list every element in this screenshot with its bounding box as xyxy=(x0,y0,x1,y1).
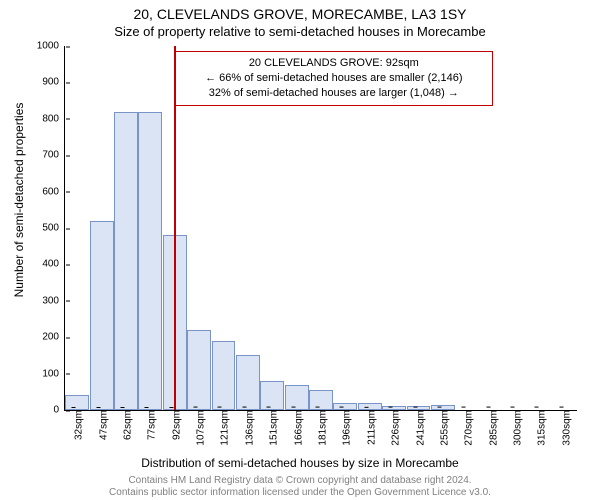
y-tick: 100 xyxy=(42,368,65,379)
histogram-bar xyxy=(65,395,89,410)
x-tick: 107sqm xyxy=(192,410,207,446)
x-tick: 315sqm xyxy=(533,410,548,446)
histogram-bar xyxy=(260,381,284,410)
histogram-bar xyxy=(358,403,382,410)
histogram-bar xyxy=(90,221,114,410)
x-tick: 285sqm xyxy=(484,410,499,446)
y-tick: 300 xyxy=(42,295,65,306)
x-tick: 32sqm xyxy=(70,410,85,440)
credit-line-1: Contains HM Land Registry data © Crown c… xyxy=(0,475,600,486)
histogram-bar xyxy=(212,341,236,410)
x-tick: 255sqm xyxy=(435,410,450,446)
histogram-bar xyxy=(138,112,162,410)
x-tick: 226sqm xyxy=(387,410,402,446)
y-tick: 500 xyxy=(42,223,65,234)
x-tick: 270sqm xyxy=(460,410,475,446)
annotation-line: ← 66% of semi-detached houses are smalle… xyxy=(182,71,485,86)
histogram-bar xyxy=(333,403,357,410)
y-tick: 0 xyxy=(53,405,65,416)
x-tick: 121sqm xyxy=(216,410,231,446)
y-tick: 800 xyxy=(42,113,65,124)
credit-line-2: Contains public sector information licen… xyxy=(0,487,600,498)
x-tick: 136sqm xyxy=(240,410,255,446)
x-axis-label: Distribution of semi-detached houses by … xyxy=(0,456,600,470)
plot-area: 0100200300400500600700800900100032sqm47s… xyxy=(64,46,577,411)
x-tick: 330sqm xyxy=(557,410,572,446)
x-tick: 211sqm xyxy=(362,410,377,445)
chart-subtitle: Size of property relative to semi-detach… xyxy=(0,24,600,39)
annotation-line: 32% of semi-detached houses are larger (… xyxy=(182,86,485,101)
x-tick: 166sqm xyxy=(289,410,304,446)
x-tick: 92sqm xyxy=(167,410,182,440)
x-tick: 77sqm xyxy=(143,410,158,440)
histogram-bar xyxy=(285,385,309,410)
y-tick: 200 xyxy=(42,332,65,343)
histogram-bar xyxy=(236,355,260,410)
y-tick: 700 xyxy=(42,150,65,161)
x-tick: 62sqm xyxy=(118,410,133,440)
y-axis-label: Number of semi-detached properties xyxy=(12,50,26,350)
x-tick: 300sqm xyxy=(509,410,524,446)
x-tick: 196sqm xyxy=(338,410,353,446)
chart-container: { "chart": { "type": "histogram", "title… xyxy=(0,0,600,500)
histogram-bar xyxy=(114,112,138,410)
y-tick: 600 xyxy=(42,186,65,197)
y-tick: 1000 xyxy=(37,41,65,52)
annotation-line: 20 CLEVELANDS GROVE: 92sqm xyxy=(182,56,485,71)
chart-title: 20, CLEVELANDS GROVE, MORECAMBE, LA3 1SY xyxy=(0,6,600,22)
x-tick: 47sqm xyxy=(94,410,109,440)
histogram-bar xyxy=(187,330,211,410)
histogram-bar xyxy=(309,390,333,410)
x-tick: 241sqm xyxy=(411,410,426,446)
y-tick: 900 xyxy=(42,77,65,88)
x-tick: 151sqm xyxy=(265,410,280,446)
y-tick: 400 xyxy=(42,259,65,270)
x-tick: 181sqm xyxy=(314,410,329,446)
annotation-box: 20 CLEVELANDS GROVE: 92sqm← 66% of semi-… xyxy=(175,51,492,106)
